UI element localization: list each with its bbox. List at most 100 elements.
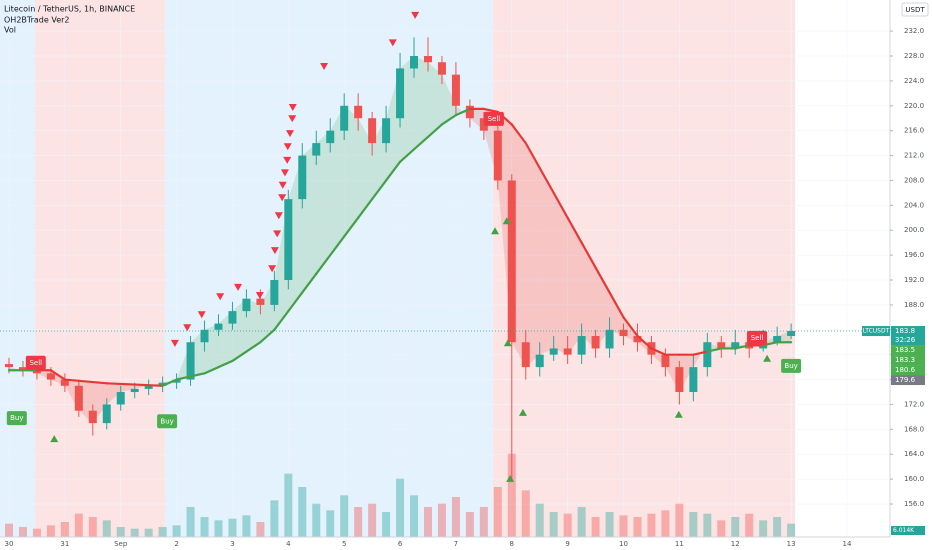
volume-bar [354, 507, 363, 537]
signal-box [6, 411, 27, 426]
candle-body [340, 105, 349, 131]
candle-body [144, 385, 153, 389]
trend-fill [539, 168, 554, 355]
trend-fill [609, 292, 624, 337]
volume-bar [745, 513, 754, 537]
ma-line [91, 380, 108, 385]
ma-line [245, 341, 262, 353]
signal-label: Sell [488, 115, 501, 123]
time-axis [0, 537, 932, 550]
volume-bar [382, 512, 391, 537]
sell-arrow [274, 212, 283, 220]
volume-tag [891, 526, 925, 535]
trend-fill [344, 105, 359, 237]
ma-line [622, 316, 639, 338]
candle-body [200, 329, 209, 343]
signal-label: Sell [29, 359, 42, 367]
x-tick-label: 8 [510, 540, 514, 548]
candle-body [675, 367, 684, 393]
volume-bar [242, 515, 251, 537]
volume-bar [326, 510, 335, 537]
signal-box [157, 414, 178, 429]
ma-line [161, 378, 178, 387]
buy-arrow [763, 354, 772, 362]
volume-bar [158, 527, 167, 537]
ma-line [63, 378, 80, 382]
volume-bar [410, 495, 419, 537]
ma-line [510, 123, 527, 145]
currency-box[interactable] [901, 2, 929, 17]
ma-line [329, 235, 346, 257]
buy-arrow [502, 217, 511, 225]
ma-line [175, 375, 192, 381]
volume-bar [256, 522, 265, 537]
volume-bar [731, 517, 740, 537]
candle-body [577, 336, 586, 355]
candle-body [465, 105, 474, 119]
countdown: 32:26 [895, 336, 916, 344]
candle-body [549, 348, 558, 355]
sell-arrow [283, 156, 292, 164]
indicator-label: 183.3 [895, 356, 915, 364]
volume-bar [368, 503, 377, 537]
zone [164, 0, 493, 537]
sell-arrow [278, 194, 287, 202]
y-tick-label: 160.0 [904, 475, 924, 483]
sell-arrow [388, 39, 397, 47]
volume-bar [144, 528, 153, 537]
volume-bar [717, 520, 726, 537]
volume-bar [521, 490, 530, 537]
ma-line [259, 328, 276, 344]
signal-label: Buy [160, 417, 173, 425]
sell-arrow [273, 230, 282, 238]
volume-bar [605, 512, 614, 537]
volume-bar [759, 520, 768, 537]
sell-arrow [411, 11, 420, 19]
candle-body [326, 130, 335, 144]
ma-line [119, 382, 136, 386]
volume-bar [787, 523, 796, 537]
candle-body [228, 311, 237, 324]
y-tick-label: 200.0 [904, 226, 924, 234]
volume-bar [661, 510, 670, 537]
ma-line [133, 383, 150, 387]
volume-label: 6.014K [893, 527, 915, 534]
volume-bar [340, 495, 349, 537]
buy-arrow [518, 408, 527, 416]
zone [492, 0, 796, 537]
candle-body [591, 336, 600, 349]
candle-body [74, 385, 83, 411]
candle-body [479, 118, 488, 131]
ma-line [594, 266, 611, 294]
indicator-tag [891, 355, 925, 366]
plot: Sell Buy Buy Sell Sell Buy [0, 11, 890, 537]
indicator-label: 183.5 [895, 346, 915, 354]
x-tick-label: 30 [5, 540, 14, 548]
volume-bar [186, 507, 195, 537]
candle-body [493, 130, 502, 181]
indicator-label: 179.6 [895, 376, 916, 384]
sell-arrow [216, 293, 225, 301]
sell-arrow [268, 265, 277, 273]
trend-fill [106, 383, 121, 405]
y-tick-label: 168.0 [904, 425, 924, 433]
signal-label: Buy [10, 414, 23, 422]
currency[interactable]: USDT [905, 6, 925, 14]
ma-line [343, 216, 360, 238]
volume-bar [549, 512, 558, 537]
y-tick-label: 212.0 [904, 152, 924, 160]
candle-body [284, 199, 293, 281]
candle-body [507, 180, 516, 343]
candle-body [717, 342, 726, 349]
volume-bar [284, 473, 293, 537]
sell-arrow [170, 339, 179, 347]
ma-line [762, 341, 779, 347]
volume-bar [437, 503, 446, 537]
signal-label: Buy [784, 362, 797, 370]
volume-bar [200, 517, 209, 537]
ma-line [454, 107, 471, 117]
x-tick-label: 31 [60, 540, 69, 548]
volume-bar [493, 487, 502, 537]
ma-line [203, 366, 220, 375]
